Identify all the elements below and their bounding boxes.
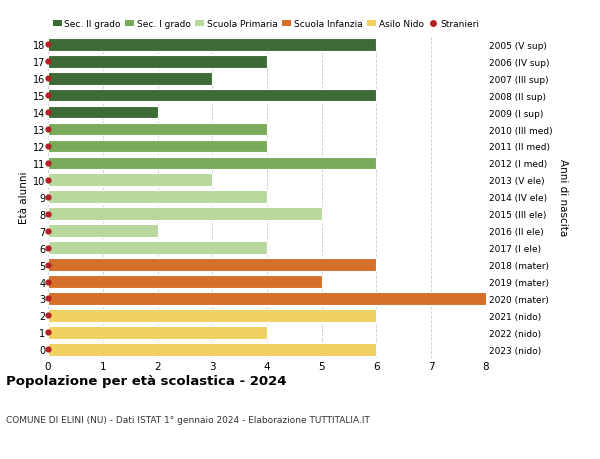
Y-axis label: Età alunni: Età alunni xyxy=(19,171,29,224)
Text: Popolazione per età scolastica - 2024: Popolazione per età scolastica - 2024 xyxy=(6,374,287,387)
Bar xyxy=(48,140,267,153)
Bar xyxy=(48,326,267,339)
Bar xyxy=(48,56,267,68)
Bar xyxy=(48,259,377,271)
Text: COMUNE DI ELINI (NU) - Dati ISTAT 1° gennaio 2024 - Elaborazione TUTTITALIA.IT: COMUNE DI ELINI (NU) - Dati ISTAT 1° gen… xyxy=(6,415,370,425)
Bar xyxy=(48,123,267,136)
Bar xyxy=(48,208,322,221)
Bar xyxy=(48,309,377,322)
Bar xyxy=(48,39,377,51)
Bar xyxy=(48,106,157,119)
Bar xyxy=(48,242,267,254)
Legend: Sec. II grado, Sec. I grado, Scuola Primaria, Scuola Infanzia, Asilo Nido, Stran: Sec. II grado, Sec. I grado, Scuola Prim… xyxy=(53,20,479,29)
Bar xyxy=(48,343,377,356)
Bar xyxy=(48,174,212,187)
Bar xyxy=(48,292,486,305)
Bar xyxy=(48,90,377,102)
Y-axis label: Anni di nascita: Anni di nascita xyxy=(558,159,568,236)
Bar xyxy=(48,157,377,170)
Bar xyxy=(48,191,267,204)
Bar xyxy=(48,225,157,237)
Bar xyxy=(48,73,212,85)
Bar xyxy=(48,275,322,288)
